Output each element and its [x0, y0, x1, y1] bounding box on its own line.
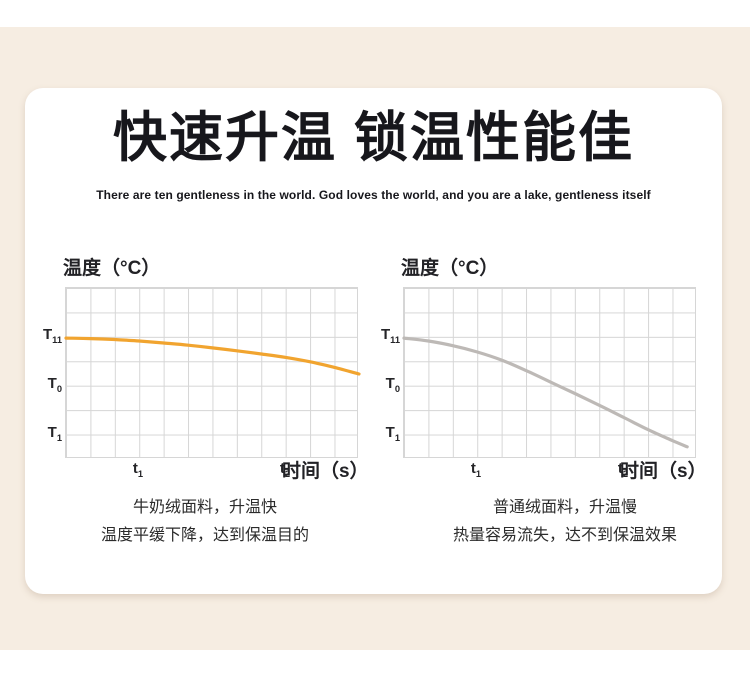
caption-line: 热量容易流失，达不到保温效果	[452, 527, 677, 544]
y-tick-t1: T1	[385, 424, 400, 443]
chart-ordinary-velvet: 温度（°C） T11 T0 T1 t1 t2 时间（s）	[376, 253, 736, 493]
caption-milk-velvet: 牛奶绒面料，升温快 温度平缓下降，达到保温目的	[55, 494, 355, 550]
x-tick-t2: t2	[617, 460, 629, 479]
plot-area	[402, 287, 696, 458]
y-tick-t0: T0	[47, 375, 62, 394]
caption-line: 牛奶绒面料，升温快	[132, 499, 277, 516]
x-axis-title: 时间（s）	[620, 461, 707, 482]
x-tick-t2: t2	[279, 460, 291, 479]
temperature-curve	[402, 336, 689, 449]
caption-ordinary-velvet: 普通绒面料，升温慢 热量容易流失，达不到保温效果	[415, 494, 715, 550]
y-tick-t1: T1	[47, 424, 62, 443]
chart-milk-velvet: 温度（°C） T11 T0 T1 t1 t2 时间（s）	[38, 253, 398, 493]
caption-line: 普通绒面料，升温慢	[492, 499, 637, 516]
y-tick-t11: T11	[43, 326, 62, 345]
chart-y-axis-title: 温度（°C）	[63, 258, 161, 279]
x-tick-t1: t1	[132, 460, 144, 479]
page-subtitle: There are ten gentleness in the world. G…	[96, 188, 651, 202]
caption-line: 温度平缓下降，达到保温目的	[100, 527, 309, 544]
chart-y-axis-title: 温度（°C）	[401, 258, 499, 279]
plot-area	[64, 287, 361, 458]
x-tick-t1: t1	[470, 460, 482, 479]
page-title: 快速升温 锁温性能佳	[112, 108, 634, 168]
content-card: 快速升温 锁温性能佳 There are ten gentleness in t…	[25, 88, 722, 594]
y-tick-t0: T0	[385, 375, 400, 394]
temperature-curve	[64, 336, 361, 376]
y-tick-t11: T11	[381, 326, 400, 345]
x-axis-title: 时间（s）	[282, 461, 369, 482]
